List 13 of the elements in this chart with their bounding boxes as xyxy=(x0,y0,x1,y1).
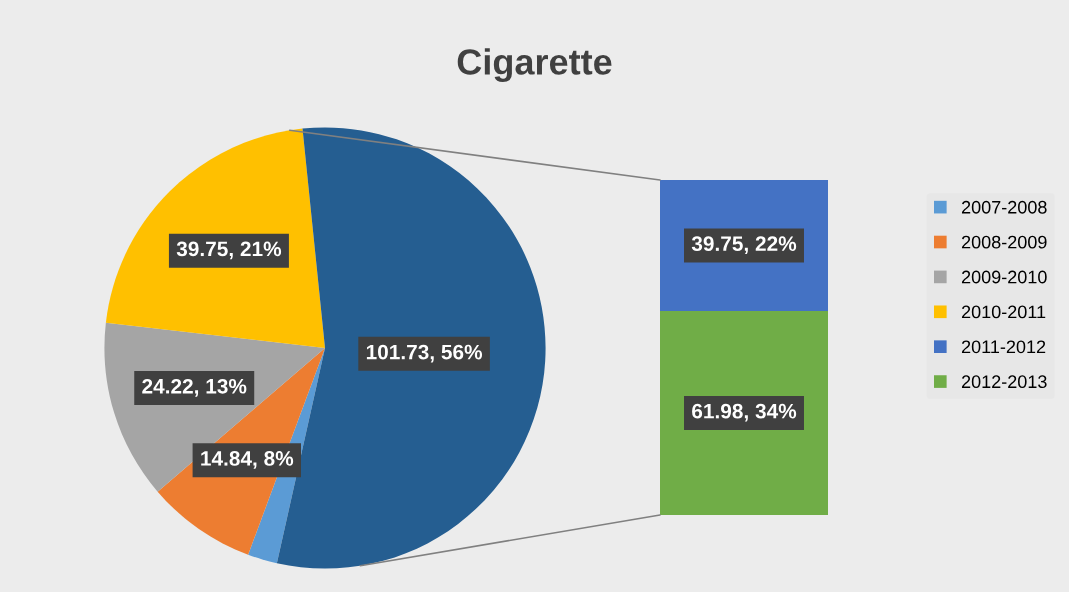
legend-label: 2007-2008 xyxy=(961,200,1047,214)
legend-label: 2008-2009 xyxy=(961,235,1047,249)
legend-label: 2012-2013 xyxy=(961,375,1047,389)
legend-label: 2010-2011 xyxy=(961,305,1046,319)
data-label: 101.73, 56% xyxy=(366,344,483,363)
data-label: 61.98, 34% xyxy=(692,403,797,422)
legend-label: 2011-2012 xyxy=(961,340,1046,354)
data-label: 14.84, 8% xyxy=(201,451,294,469)
data-label: 39.75, 22% xyxy=(691,236,797,255)
data-label: 24.22, 13% xyxy=(142,378,247,397)
legend-label: 2009-2010 xyxy=(961,270,1047,284)
data-label: 39.75, 21% xyxy=(176,241,282,260)
chart-title: Cigarette xyxy=(457,48,612,83)
